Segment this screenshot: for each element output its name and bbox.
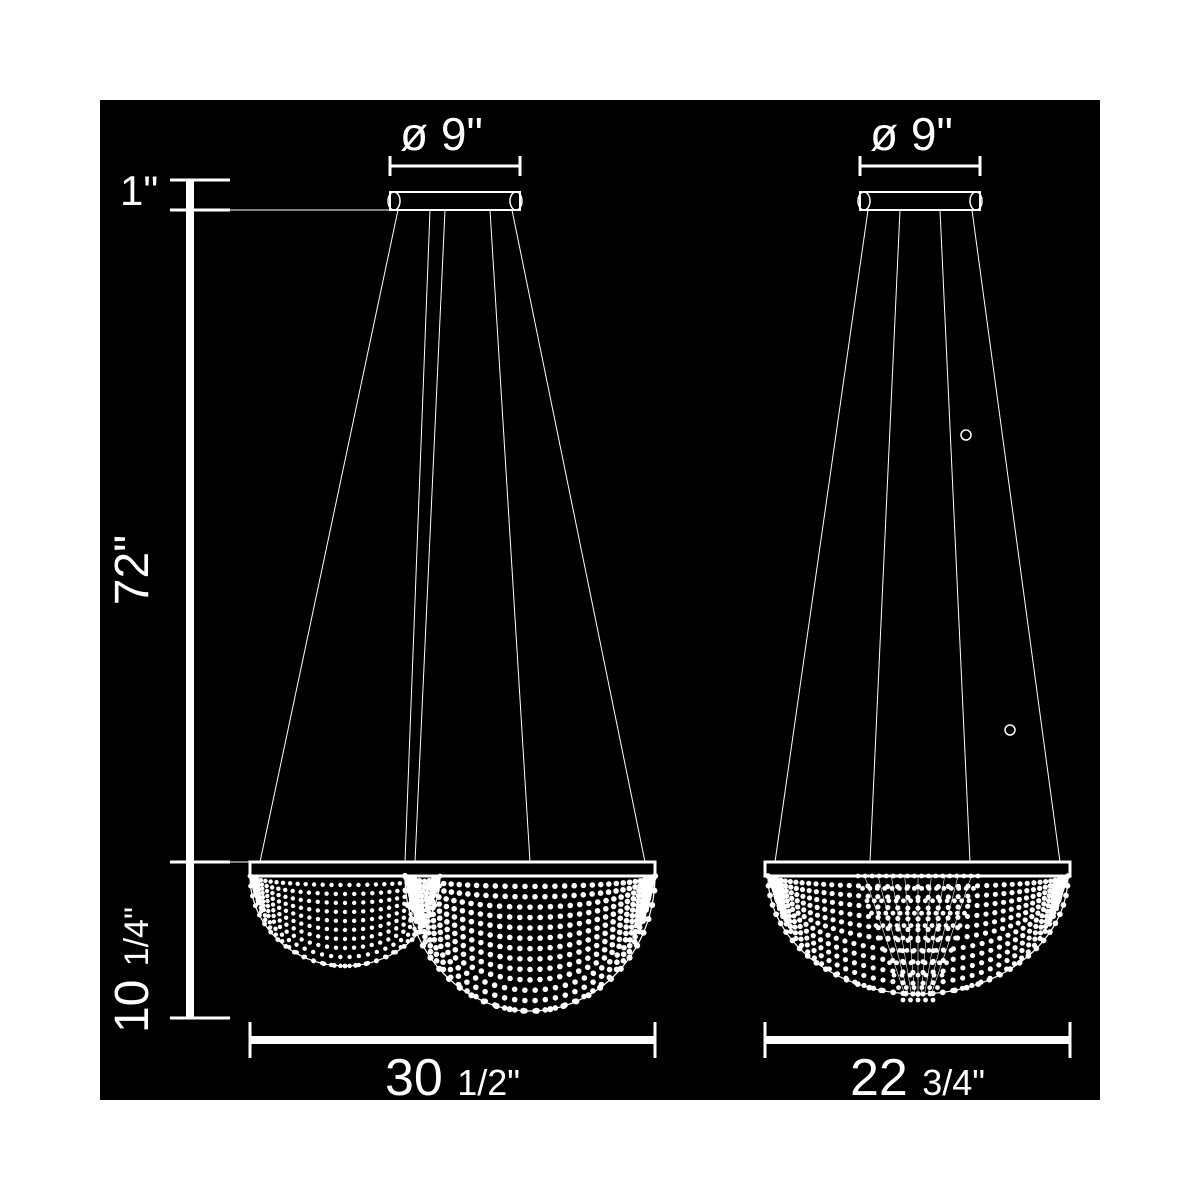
diagram-stage: 1" 72" 10 1/4" ø 9" ø 9" 30 1/2" 22 3/4"	[100, 100, 1100, 1100]
pendant-dimension-diagram: 1" 72" 10 1/4" ø 9" ø 9" 30 1/2" 22 3/4"	[100, 100, 1100, 1100]
svg-text:30 1/2": 30 1/2"	[385, 1049, 520, 1100]
svg-text:22 3/4": 22 3/4"	[850, 1049, 985, 1100]
svg-text:1": 1"	[120, 167, 158, 214]
svg-text:10 1/4": 10 1/4"	[106, 907, 159, 1033]
svg-text:72": 72"	[106, 535, 159, 605]
svg-text:ø 9": ø 9"	[870, 108, 953, 160]
svg-text:ø 9": ø 9"	[400, 108, 483, 160]
